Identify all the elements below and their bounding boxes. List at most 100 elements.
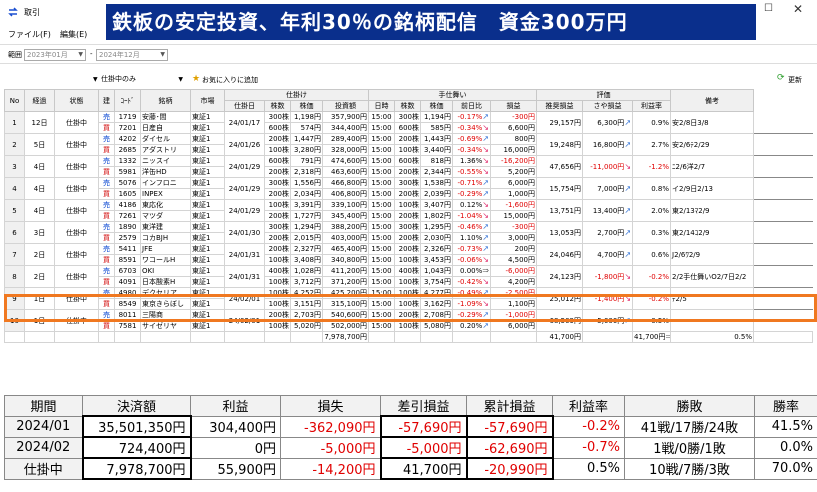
stats-period: 2024/01 <box>4 415 83 438</box>
entry-shares: 100株 <box>264 254 291 266</box>
col-amount[interactable]: 投資額 <box>322 100 369 112</box>
menu-file[interactable]: ファイル(F) <box>8 30 51 39</box>
change-value: -0.29% <box>457 190 483 198</box>
col-change[interactable]: 前日比 <box>452 100 491 112</box>
change-cell: -0.34% ↘ <box>452 144 491 156</box>
stats-header: 累計損益 <box>466 395 553 417</box>
col-exit-time[interactable]: 日時 <box>368 100 395 112</box>
table-row[interactable]: 買 7261 マツダ 東証1 200株 1,727円 345,400円 15:00 200株 1,… <box>4 210 813 222</box>
note: イ2/9日2/13 <box>670 177 755 200</box>
exit-shares: 200株 <box>394 133 421 145</box>
leg-pl: 800円 <box>489 133 538 145</box>
leg-pl: 6,600円 <box>489 122 538 134</box>
table-row[interactable]: 3 4日 仕掛中売 1332 ニッスイ 東証1 24/01/29 600株 791円 474,60… <box>4 155 813 178</box>
col-entry-price[interactable]: 株価 <box>290 100 323 112</box>
amount: 339,100円 <box>322 199 369 211</box>
add-favorite-button[interactable]: お気に入りに追加 <box>202 76 258 84</box>
col-exit-price[interactable]: 株価 <box>420 100 453 112</box>
amount: 466,800円 <box>322 177 369 189</box>
stock-code: 4091 <box>114 276 141 288</box>
leg-pl: -1,600円 <box>489 199 538 211</box>
table-row[interactable]: 1 12日 仕掛中売 1719 安藤･間 東証1 24/01/17 300株 1,198円 357… <box>4 111 813 134</box>
col-state[interactable]: 状態 <box>54 89 99 112</box>
table-row[interactable]: 買 5981 洋缶HD 東証1 200株 2,318円 463,600円 15:00 200株 2… <box>4 166 813 178</box>
table-row[interactable]: 5 4日 仕掛中売 4186 東応化 東証1 24/01/29 100株 3,391円 339,1… <box>4 199 813 222</box>
col-exit-shares[interactable]: 株数 <box>394 100 421 112</box>
side-label: 売 <box>98 133 115 145</box>
col-name[interactable]: 銘柄 <box>140 89 191 112</box>
change-cell: 0.12% ↘ <box>452 199 491 211</box>
exit-time: 15:00 <box>368 166 395 178</box>
col-market[interactable]: 市場 <box>190 89 225 112</box>
spread-pl-cell: 6,300円 ↗ <box>582 111 634 134</box>
close-button[interactable]: ✕ <box>793 2 804 16</box>
market: 東証1 <box>190 221 225 233</box>
col-yield[interactable]: 利益率 <box>632 100 672 112</box>
col-entry-shares[interactable]: 株数 <box>264 100 291 112</box>
col-loss[interactable]: 損益 <box>489 100 538 112</box>
market: 東証1 <box>190 166 225 178</box>
exit-price: 585円 <box>420 122 453 134</box>
change-value: -0.73% <box>457 245 483 253</box>
stats-header: 差引損益 <box>380 395 467 417</box>
status-filter-select[interactable]: 仕掛中のみ ▼ <box>101 75 183 83</box>
col-entry-date[interactable]: 仕掛日 <box>224 100 265 112</box>
amount: 465,400円 <box>322 243 369 255</box>
table-row[interactable]: 買 4091 日本酸素H 東証1 100株 3,712円 371,200円 15:00 100株… <box>4 276 813 288</box>
exit-time: 15:00 <box>368 199 395 211</box>
change-cell: 0.00% ⇒ <box>452 265 491 277</box>
maximize-button[interactable]: ☐ <box>764 3 773 14</box>
change-cell: -0.69% ↗ <box>452 133 491 145</box>
table-row[interactable]: 7 2日 仕掛中売 5411 JFE 東証1 24/01/31 200株 2,327円 465,4… <box>4 243 813 266</box>
stats-loss: -5,000円 <box>280 436 381 459</box>
table-row[interactable]: 6 3日 仕掛中売 1890 東洋建 東証1 24/01/30 300株 1,294円 388,2… <box>4 221 813 244</box>
col-note[interactable]: 備考 <box>670 89 755 112</box>
row-number: 3 <box>4 155 25 178</box>
stats-header: 期間 <box>4 395 83 417</box>
entry-price: 3,712円 <box>290 276 323 288</box>
table-row[interactable]: 4 4日 仕掛中売 5076 インフロニ 東証1 24/01/29 300株 1,556円 466… <box>4 177 813 200</box>
to-month-select[interactable]: 2024年12月 ▼ <box>96 49 168 61</box>
arrow-down-icon: ↘ <box>624 161 632 171</box>
col-code[interactable]: ｺｰﾄﾞ <box>114 89 141 112</box>
entry-date: 24/01/17 <box>224 111 265 134</box>
exit-time: 15:00 <box>368 221 395 233</box>
stock-name: 日本酸素H <box>140 276 191 288</box>
col-side[interactable]: 建 <box>98 89 115 112</box>
yield: 2.0% <box>632 199 672 222</box>
row-number: 8 <box>4 265 25 288</box>
empty-cell <box>4 331 25 343</box>
empty-cell <box>24 331 55 343</box>
col-spread-pl[interactable]: さや損益 <box>582 100 634 112</box>
entry-date: 24/01/29 <box>224 155 265 178</box>
menu-edit[interactable]: 編集(E) <box>60 30 88 39</box>
stats-rate: -0.7% <box>552 436 625 459</box>
stats-loss: -362,090円 <box>280 415 381 438</box>
spread-pl: 6,300円 <box>597 118 625 127</box>
menu-bar: ファイル(F) 編集(E) <box>0 26 120 40</box>
col-no[interactable]: No <box>4 89 25 112</box>
table-row[interactable]: 2 5日 仕掛中売 4202 ダイセル 東証1 24/01/26 200株 1,447円 289,… <box>4 133 813 156</box>
change-value: 0.20% <box>460 322 483 330</box>
change-cell: 1.36% ↘ <box>452 155 491 167</box>
change-cell: -0.34% ↘ <box>452 122 491 134</box>
col-est-loss[interactable]: 推奨損益 <box>536 100 584 112</box>
refresh-button[interactable]: 更新 <box>788 76 802 84</box>
stats-profit: 304,400円 <box>190 415 281 438</box>
table-row[interactable]: 8 2日 仕掛中売 6703 OKI 東証1 24/01/31 400株 1,028円 411,2… <box>4 265 813 288</box>
change-value: -0.17% <box>457 113 483 121</box>
chevron-down-icon: ▼ <box>78 51 83 58</box>
amount: 344,400円 <box>322 122 369 134</box>
stats-loss: -14,200円 <box>280 457 381 480</box>
from-month-select[interactable]: 2023年01月 ▼ <box>24 49 86 61</box>
leg-pl: 16,000円 <box>489 144 538 156</box>
stats-profit: 55,900円 <box>190 457 281 480</box>
col-elapsed[interactable]: 経過 <box>24 89 55 112</box>
stock-name: サイゼリヤ <box>140 320 191 332</box>
amount: 357,900円 <box>322 111 369 123</box>
exit-time: 15:00 <box>368 265 395 277</box>
elapsed-days: 5日 <box>24 133 55 156</box>
side-label: 売 <box>98 155 115 167</box>
arrow-down-icon: ↘ <box>482 299 489 308</box>
spread-pl: -1,400円 <box>594 294 625 303</box>
